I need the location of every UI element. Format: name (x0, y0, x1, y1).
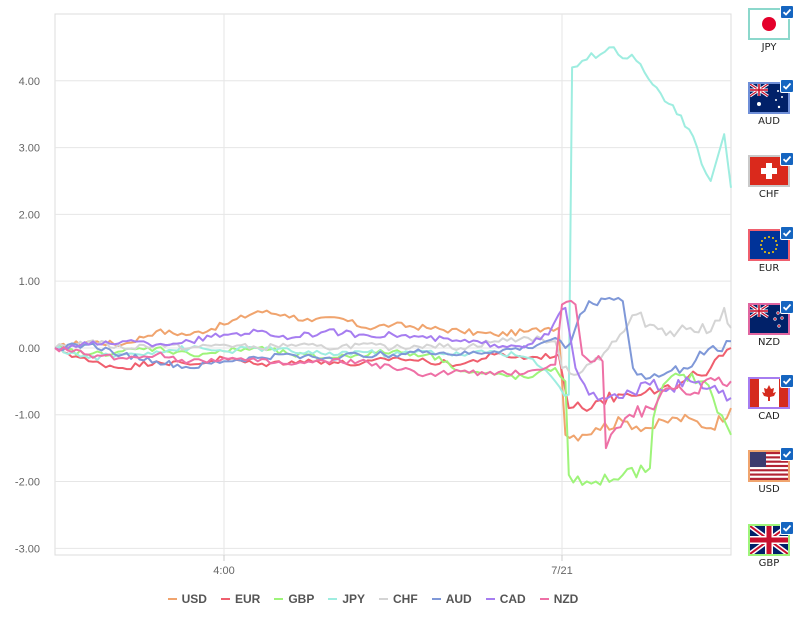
legend-item-chf[interactable]: CHF (379, 592, 418, 606)
checkbox-checked-icon[interactable] (780, 152, 794, 167)
legend-swatch (539, 598, 549, 600)
checkbox-checked-icon[interactable] (780, 5, 794, 19)
checkbox-checked-icon[interactable] (780, 520, 794, 535)
flag-label: GBP (758, 557, 780, 569)
y-tick-label: -3.00 (15, 543, 40, 555)
y-tick-label: -1.00 (15, 410, 40, 422)
flag-toggle-cad[interactable]: CAD (748, 373, 794, 422)
y-tick-label: 4.00 (19, 76, 40, 88)
legend-label: GBP (288, 592, 315, 606)
legend-label: CHF (393, 592, 418, 606)
series-line-usd (54, 309, 732, 442)
checkbox-checked-icon[interactable] (780, 78, 794, 93)
x-tick-label: 7/21 (551, 565, 572, 577)
x-tick-label: 4:00 (213, 565, 234, 577)
flag-toggle-nzd[interactable]: NZD (748, 299, 794, 348)
flag-cad-icon (748, 373, 794, 409)
flag-label: AUD (758, 115, 780, 127)
x-axis: 4:00 7/21 (213, 555, 573, 577)
flag-toggle-jpy[interactable]: JPY (748, 5, 794, 53)
series-line-nzd (54, 299, 732, 450)
flag-label: JPY (761, 42, 777, 53)
checkbox-checked-icon[interactable] (780, 226, 794, 241)
y-tick-label: 2.00 (19, 209, 40, 221)
series-line-jpy (54, 46, 732, 397)
checkbox-checked-icon[interactable] (780, 373, 794, 388)
legend-swatch (431, 598, 441, 600)
legend-swatch (379, 598, 389, 600)
legend-label: NZD (553, 592, 579, 606)
flag-usd-icon (748, 447, 794, 483)
flag-toggle-aud[interactable]: AUD (748, 78, 794, 127)
legend-item-jpy[interactable]: JPY (328, 592, 365, 606)
legend-item-cad[interactable]: CAD (485, 592, 526, 606)
series-layer (54, 46, 732, 486)
legend-label: AUD (445, 592, 472, 606)
flag-label: CAD (758, 410, 780, 422)
series-line-aud (54, 296, 732, 380)
y-tick-label: 1.00 (19, 276, 40, 288)
flag-chf-icon (748, 152, 794, 188)
legend-label: EUR (234, 592, 261, 606)
flag-eur-icon (748, 226, 794, 262)
flag-aud-icon (748, 78, 794, 114)
legend-item-nzd[interactable]: NZD (539, 592, 579, 606)
flag-label: USD (758, 484, 780, 496)
flag-toggle-usd[interactable]: USD (748, 447, 794, 496)
series-line-cad (54, 306, 732, 402)
legend-item-eur[interactable]: EUR (220, 592, 261, 606)
flag-toggle-eur[interactable]: EUR (748, 226, 794, 275)
legend-swatch (220, 598, 230, 600)
legend-label: USD (181, 592, 207, 606)
legend-label: JPY (342, 592, 366, 606)
legend-item-aud[interactable]: AUD (431, 592, 472, 606)
y-axis: 4.00 3.00 2.00 1.00 0.00 -1.00 -2.00 -3.00 (15, 76, 40, 556)
flag-label: CHF (758, 189, 780, 201)
checkbox-checked-icon[interactable] (780, 447, 794, 462)
flag-toggle-chf[interactable]: CHF (748, 152, 794, 201)
y-tick-label: 3.00 (19, 143, 40, 155)
y-tick-label: 0.00 (19, 343, 40, 355)
flag-nzd-icon (748, 299, 794, 335)
y-tick-label: -2.00 (15, 477, 40, 489)
plot-frame (54, 13, 732, 556)
legend-label: CAD (499, 592, 526, 606)
flag-label: NZD (757, 336, 781, 348)
flag-label: EUR (758, 263, 780, 275)
legend-swatch (167, 598, 177, 600)
flag-jpy-icon (748, 5, 794, 40)
legend-item-usd[interactable]: USD (167, 592, 207, 606)
legend: USD EUR GBP JPY CHF AUD CAD NZD (0, 592, 746, 606)
grid-layer (54, 13, 732, 556)
series-line-eur (54, 346, 732, 412)
legend-swatch (274, 598, 284, 600)
flag-toggle-gbp[interactable]: GBP (748, 520, 794, 569)
checkbox-checked-icon[interactable] (780, 299, 794, 314)
legend-swatch (485, 598, 495, 600)
flag-gbp-icon (748, 520, 794, 556)
legend-item-gbp[interactable]: GBP (274, 592, 314, 606)
legend-swatch (328, 598, 338, 600)
